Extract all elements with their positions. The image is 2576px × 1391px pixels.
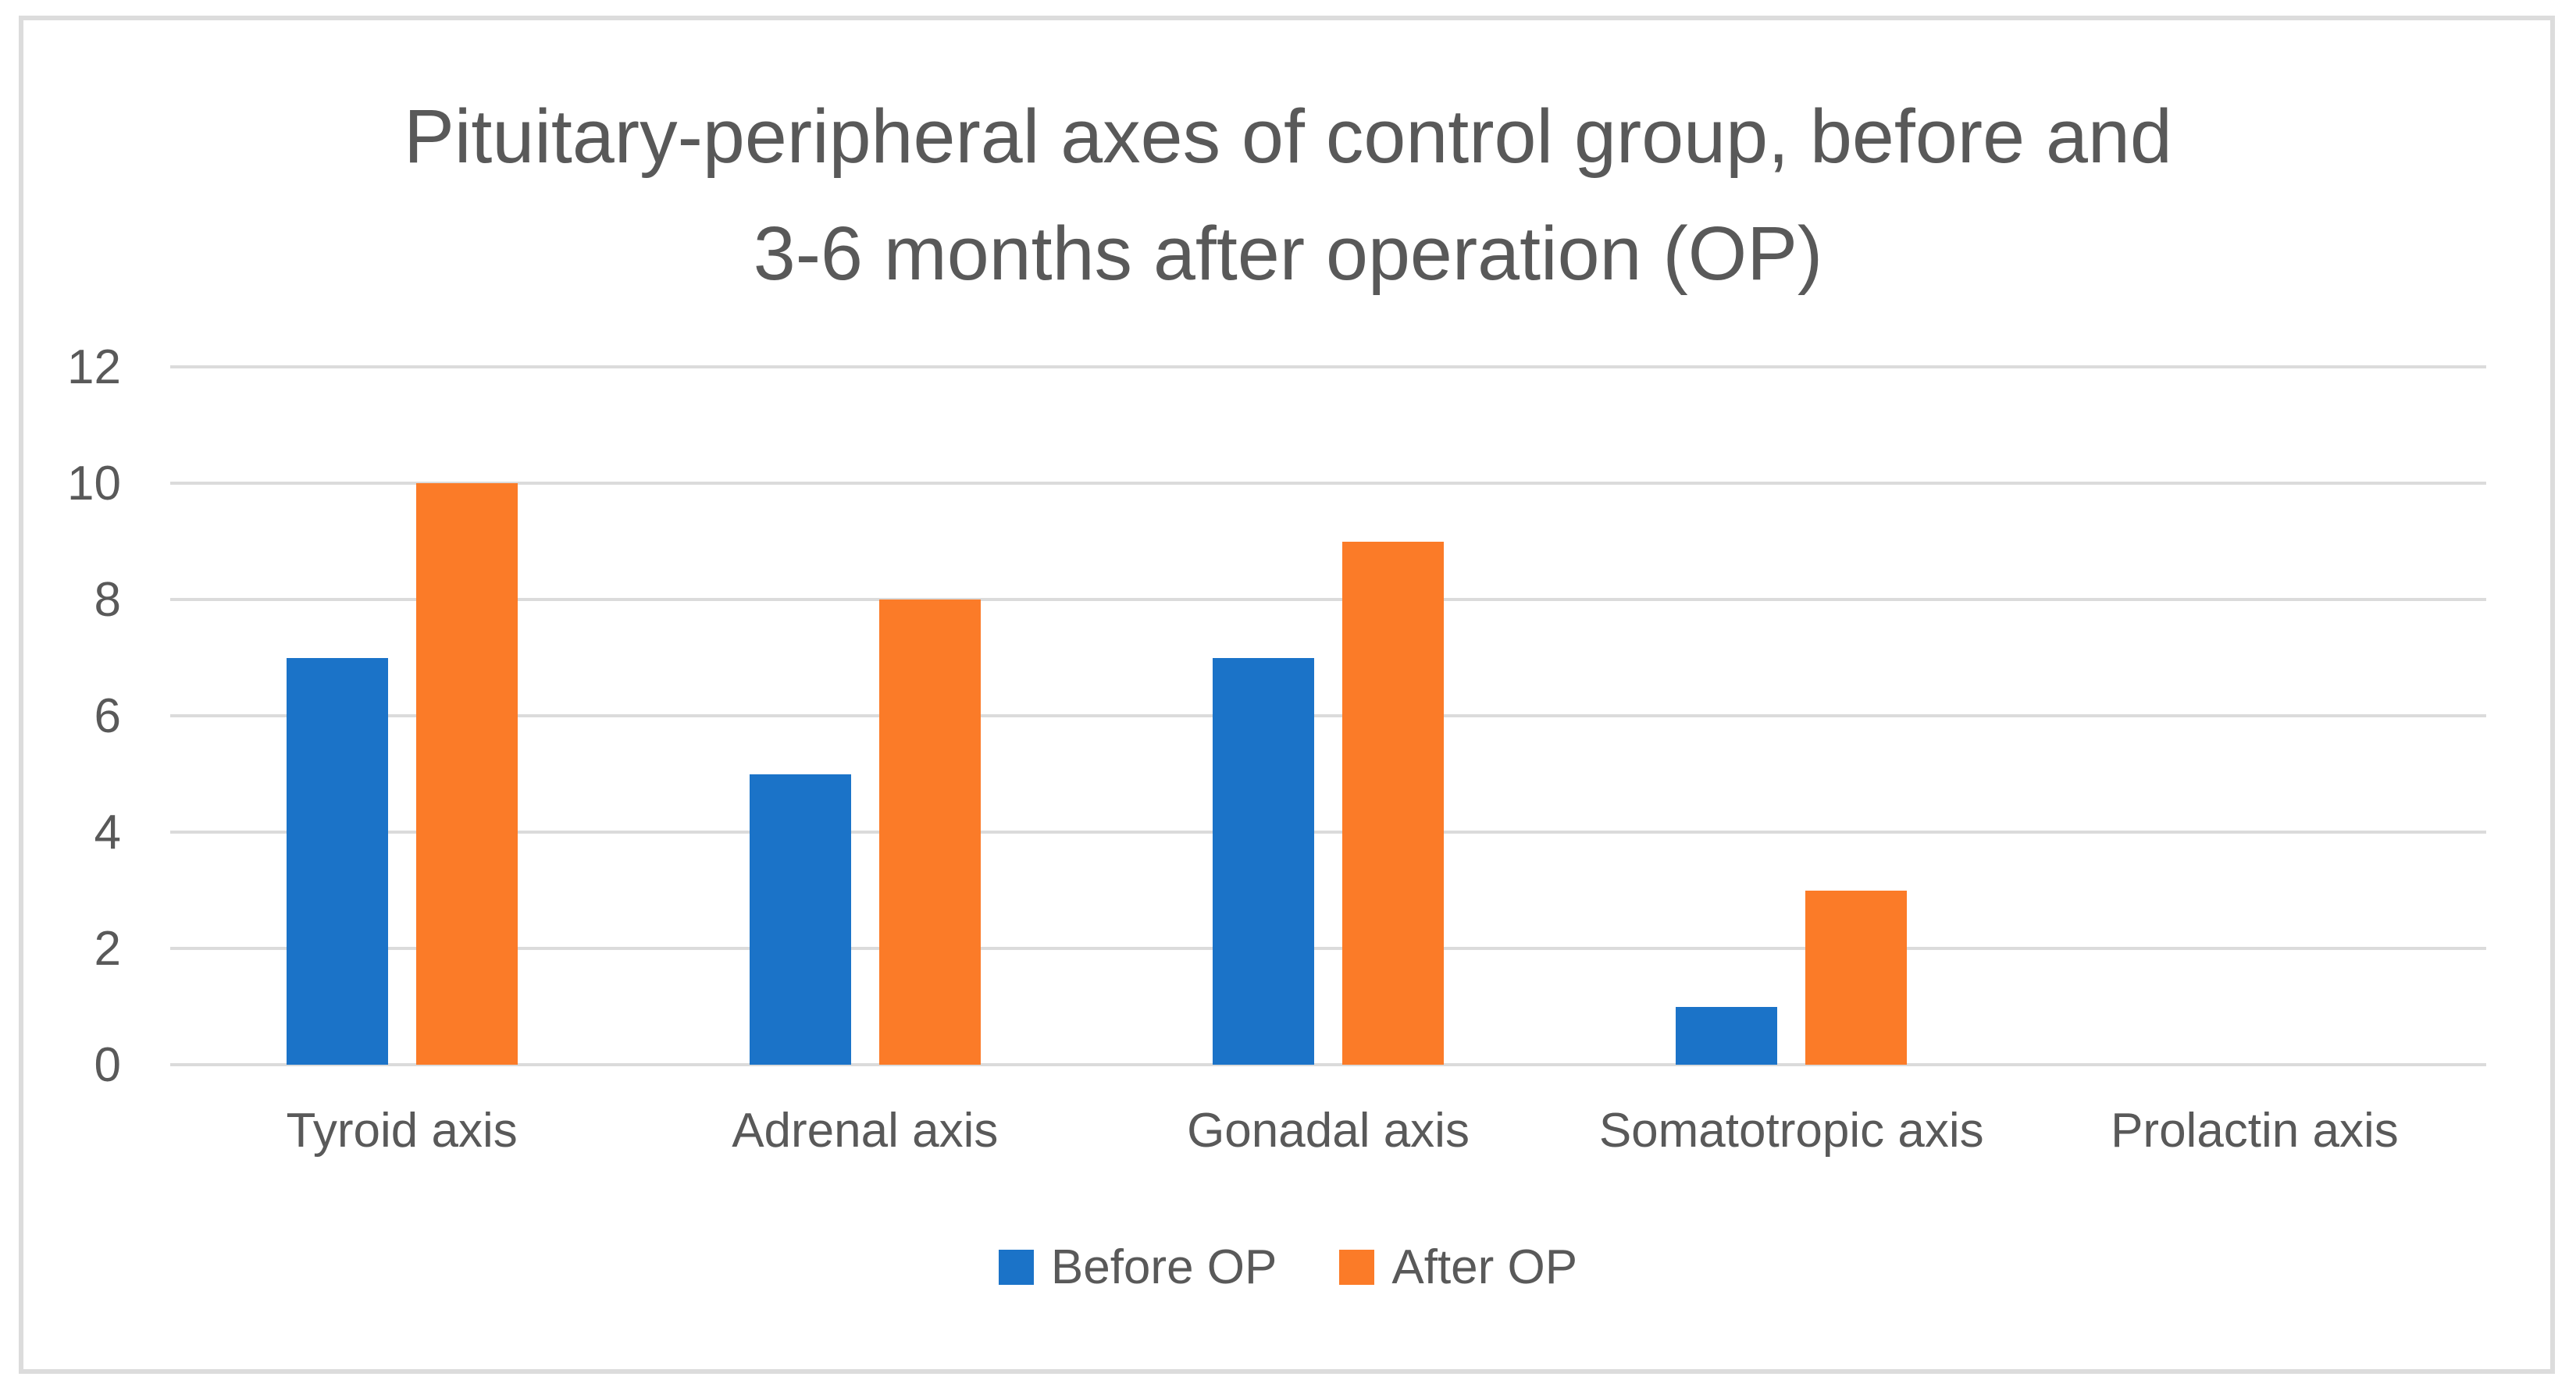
- legend-swatch-before-op: [998, 1250, 1034, 1285]
- y-axis-tick-label-4: 4: [94, 805, 121, 859]
- bar-group-somatotropic-axis: [1560, 367, 2023, 1065]
- bar-group-adrenal-axis: [633, 367, 1096, 1065]
- bar-after-op-gonadal-axis: [1342, 541, 1444, 1065]
- bar-before-op-tyroid-axis: [286, 657, 388, 1065]
- bars: [170, 367, 2486, 1065]
- bar-before-op-somatotropic-axis: [1676, 1006, 1778, 1065]
- gridline-y-10: [170, 482, 2486, 485]
- y-axis-tick-label-12: 12: [67, 340, 121, 394]
- bar-group-prolactin-axis: [2023, 367, 2486, 1065]
- gridline-y-12: [170, 365, 2486, 368]
- legend-item-after-op: After OP: [1339, 1240, 1577, 1295]
- gridline-y-4: [170, 831, 2486, 834]
- legend: Before OP After OP: [0, 1240, 2576, 1295]
- legend-label-after-op: After OP: [1391, 1240, 1578, 1294]
- gridline-y-8: [170, 598, 2486, 601]
- y-axis-tick-label-8: 8: [94, 572, 121, 627]
- x-axis-label-prolactin-axis: Prolactin axis: [2111, 1104, 2399, 1158]
- x-axis-label-somatotropic-axis: Somatotropic axis: [1598, 1104, 1984, 1158]
- plot-area: [170, 365, 2486, 1066]
- bar-group-gonadal-axis: [1096, 367, 1559, 1065]
- legend-swatch-after-op: [1339, 1250, 1375, 1285]
- bar-before-op-adrenal-axis: [749, 774, 851, 1065]
- bar-after-op-tyroid-axis: [415, 483, 518, 1065]
- x-axis: Tyroid axis Adrenal axis Gonadal axis Somat…: [170, 1103, 2486, 1158]
- gridline-y-2: [170, 947, 2486, 950]
- legend-label-before-op: Before OP: [1050, 1240, 1277, 1294]
- y-axis-tick-label-0: 0: [94, 1037, 121, 1092]
- bar-after-op-adrenal-axis: [878, 599, 981, 1065]
- bar-before-op-gonadal-axis: [1213, 657, 1314, 1065]
- legend-item-before-op: Before OP: [998, 1240, 1277, 1295]
- gridline-y-0: [170, 1063, 2486, 1066]
- y-axis-tick-label-10: 10: [67, 456, 121, 511]
- x-axis-label-adrenal-axis: Adrenal axis: [732, 1104, 999, 1158]
- bar-after-op-somatotropic-axis: [1805, 890, 1908, 1065]
- x-axis-label-gonadal-axis: Gonadal axis: [1187, 1104, 1470, 1158]
- bar-group-tyroid-axis: [170, 367, 633, 1065]
- chart-title-line-1: Pituitary-peripheral axes of control gro…: [404, 94, 2172, 179]
- y-axis-tick-label-6: 6: [94, 688, 121, 743]
- gridline-y-6: [170, 714, 2486, 717]
- chart-title-line-2: 3-6 months after operation (OP): [753, 211, 1823, 296]
- y-axis-tick-label-2: 2: [94, 921, 121, 976]
- x-axis-label-tyroid-axis: Tyroid axis: [286, 1104, 518, 1158]
- chart-title: Pituitary-peripheral axes of control gro…: [0, 78, 2576, 312]
